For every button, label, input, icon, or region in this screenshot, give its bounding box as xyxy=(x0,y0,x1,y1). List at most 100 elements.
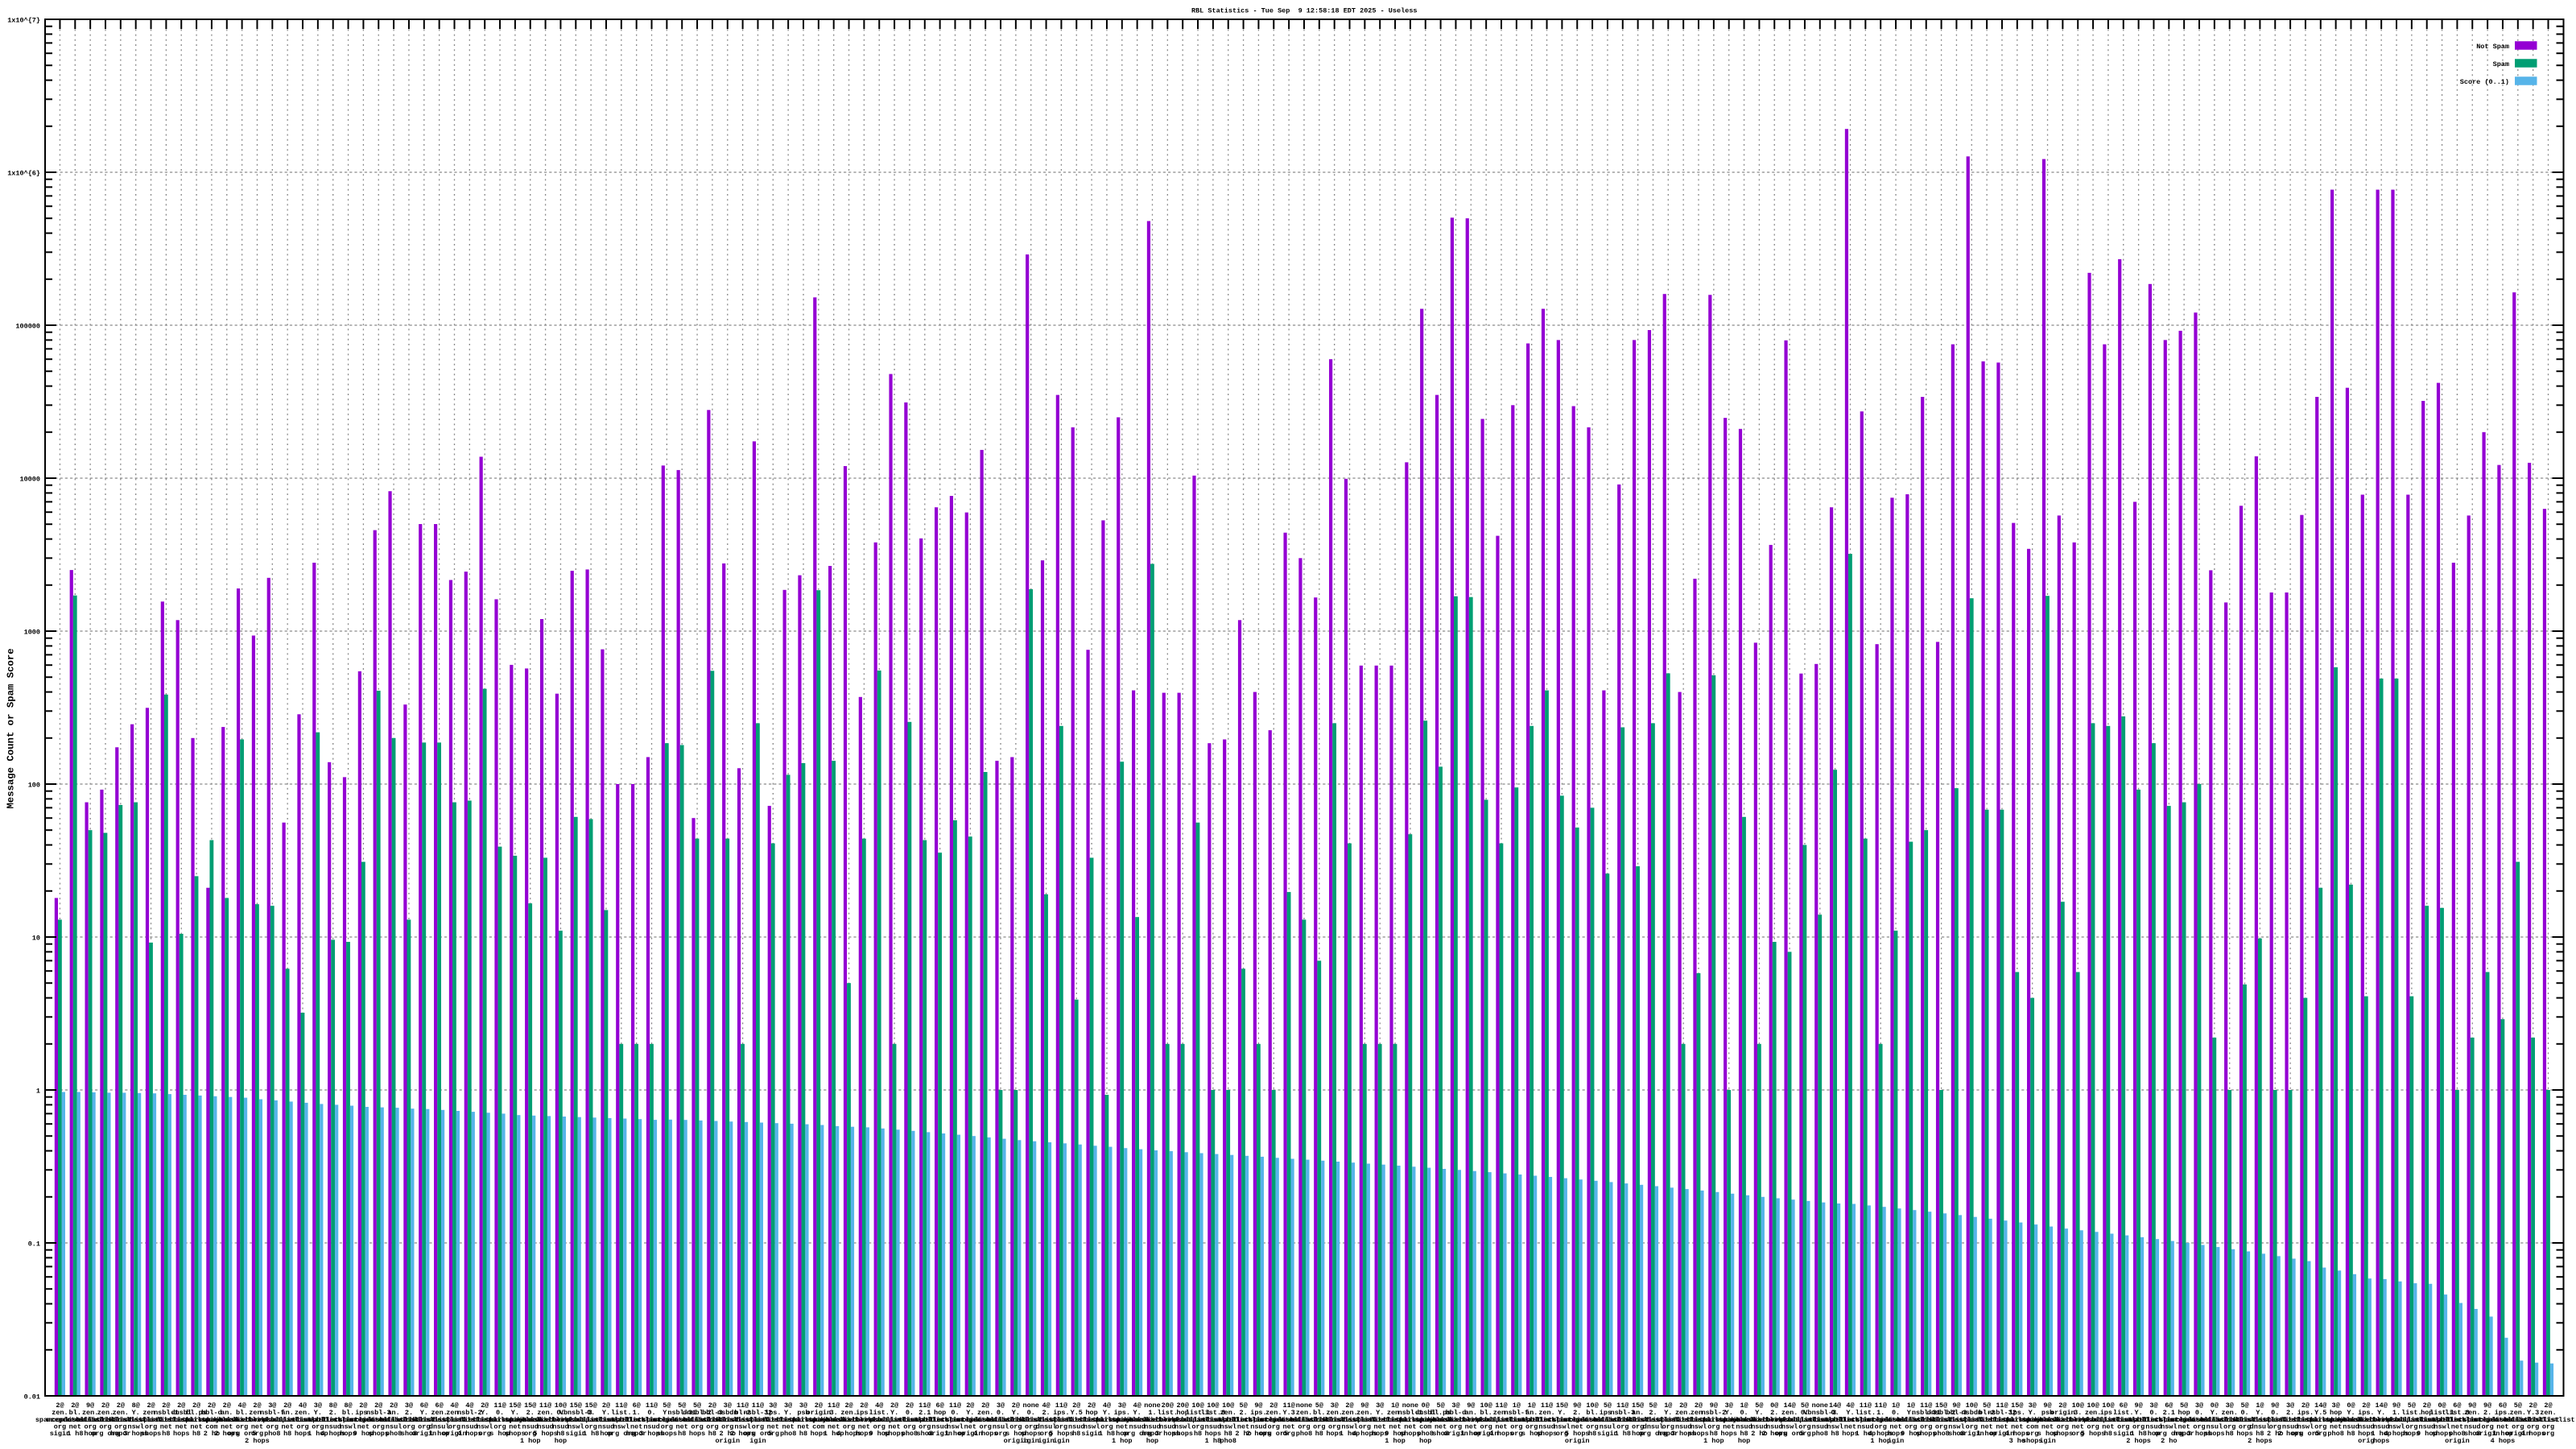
svg-text:3 hops: 3 hops xyxy=(1671,1430,1696,1438)
svg-text:abuseatlists: abuseatlists xyxy=(293,1416,342,1424)
svg-text:virbllistlist: virbllistlist xyxy=(1611,1416,1664,1424)
svg-text:org: org xyxy=(1359,1423,1371,1431)
svg-text:nsud: nsud xyxy=(2145,1423,2161,1431)
svg-text:zen.: zen. xyxy=(97,1409,114,1417)
svg-text:pho8: pho8 xyxy=(1933,1430,1949,1438)
svg-text:3@: 3@ xyxy=(2149,1402,2157,1410)
svg-text:11@: 11@ xyxy=(615,1402,627,1410)
svg-text:14@: 14@ xyxy=(2314,1402,2326,1410)
svg-text:karmahostlist: karmahostlist xyxy=(109,1416,163,1424)
svg-text:Y.: Y. xyxy=(2347,1409,2355,1417)
svg-text:blocklistlist: blocklistlist xyxy=(2142,1416,2195,1424)
svg-text:2 ho: 2 ho xyxy=(1751,1430,1767,1438)
svg-text:s hop: s hop xyxy=(1005,1430,1026,1438)
svg-text:ips.: ips. xyxy=(1114,1409,1130,1417)
svg-text:0.: 0. xyxy=(1831,1409,1839,1417)
svg-text:net: net xyxy=(509,1423,521,1431)
svg-text:1 h8: 1 h8 xyxy=(2130,1430,2146,1438)
svg-text:origin: origin xyxy=(442,1430,467,1438)
svg-text:2.: 2. xyxy=(2286,1409,2294,1417)
svg-text:hop: hop xyxy=(1738,1437,1750,1445)
svg-text:org: org xyxy=(1268,1423,1280,1431)
svg-text:net: net xyxy=(69,1423,81,1431)
svg-text:nswl: nswl xyxy=(1341,1423,1357,1431)
svg-text:1 hop: 1 hop xyxy=(1976,1430,1997,1438)
svg-text:bl.: bl. xyxy=(69,1409,81,1417)
svg-text:1 hop: 1 hop xyxy=(1703,1437,1724,1445)
svg-text:net: net xyxy=(1404,1423,1416,1431)
svg-text:listlistlist: listlistlist xyxy=(1947,1416,1996,1424)
svg-text:2.1: 2.1 xyxy=(919,1409,931,1417)
svg-text:Y.: Y. xyxy=(2029,1409,2037,1417)
svg-text:nsul: nsul xyxy=(993,1423,1009,1431)
svg-text:2@: 2@ xyxy=(1269,1402,1278,1410)
svg-text:pho8: pho8 xyxy=(386,1430,402,1438)
svg-text:1 hop: 1 hop xyxy=(1340,1430,1360,1438)
svg-text:uceprotectlist: uceprotectlist xyxy=(956,1416,1013,1424)
svg-text:org: org xyxy=(1510,1430,1522,1438)
svg-text:hop: hop xyxy=(600,1430,612,1438)
svg-text:s hop: s hop xyxy=(2037,1430,2058,1438)
svg-text:karmahostlist: karmahostlist xyxy=(2233,1416,2286,1424)
svg-text:15@: 15@ xyxy=(1935,1402,1947,1410)
svg-text:sorbslistlist: sorbslistlist xyxy=(2506,1416,2559,1424)
svg-text:uceprotectlist: uceprotectlist xyxy=(1867,1416,1924,1424)
svg-text:shops: shops xyxy=(1172,1430,1193,1438)
svg-text:sho8: sho8 xyxy=(401,1430,417,1438)
svg-text:dnsbl-2: dnsbl-2 xyxy=(1927,1409,1956,1417)
svg-text:spamcoplists: spamcoplists xyxy=(1249,1416,1298,1424)
svg-text:list.: list. xyxy=(611,1409,632,1417)
svg-text:Y.: Y. xyxy=(1846,1409,1854,1417)
svg-text:listbooklist: listbooklist xyxy=(233,1416,282,1424)
svg-text:org: org xyxy=(1040,1430,1052,1438)
svg-text:ips.: ips. xyxy=(355,1409,371,1417)
svg-text:nswl: nswl xyxy=(2161,1423,2177,1431)
svg-text:ips.: ips. xyxy=(2358,1409,2374,1417)
svg-text:hostkarmahost: hostkarmahost xyxy=(1687,1416,1740,1424)
svg-text:zen.: zen. xyxy=(1493,1409,1509,1417)
svg-text:org: org xyxy=(312,1423,324,1431)
svg-text:barracudalist: barracudalist xyxy=(246,1416,299,1424)
svg-text:2@: 2@ xyxy=(223,1402,231,1410)
svg-text:3@: 3@ xyxy=(268,1402,276,1410)
svg-text:11@: 11@ xyxy=(1920,1402,1932,1410)
svg-text:2@: 2@ xyxy=(147,1402,155,1410)
svg-text:igin: igin xyxy=(1053,1437,1069,1445)
svg-text:ips.: ips. xyxy=(1600,1409,1616,1417)
svg-text:100000: 100000 xyxy=(15,323,40,331)
svg-text:listlisplist: listlisplist xyxy=(2281,1416,2330,1424)
svg-text:net: net xyxy=(828,1423,840,1431)
svg-text:org: org xyxy=(99,1423,111,1431)
svg-text:hops: hops xyxy=(173,1430,189,1438)
svg-text:Y.: Y. xyxy=(314,1409,322,1417)
svg-text:listlisplist: listlisplist xyxy=(764,1416,813,1424)
svg-text:net: net xyxy=(1996,1423,2008,1431)
svg-text:2@: 2@ xyxy=(1072,1402,1080,1410)
svg-text:15@: 15@ xyxy=(524,1402,536,1410)
svg-text:sigin: sigin xyxy=(566,1430,587,1438)
svg-text:spamlistlist: spamlistlist xyxy=(278,1416,327,1424)
svg-text:20@: 20@ xyxy=(1162,1402,1174,1410)
svg-text:virbllistlist: virbllistlist xyxy=(398,1416,451,1424)
svg-text:2@: 2@ xyxy=(2301,1402,2310,1410)
svg-text:10@: 10@ xyxy=(1207,1402,1219,1410)
svg-text:listbooklist: listbooklist xyxy=(1447,1416,1496,1424)
svg-text:sho8: sho8 xyxy=(2464,1430,2480,1438)
svg-text:2@: 2@ xyxy=(481,1402,489,1410)
svg-text:blocklistlist: blocklistlist xyxy=(1535,1416,1588,1424)
svg-text:spamhauslist: spamhauslist xyxy=(809,1416,858,1424)
svg-text:6@: 6@ xyxy=(633,1402,641,1410)
svg-text:3@: 3@ xyxy=(1118,1402,1126,1410)
svg-text:5 hops: 5 hops xyxy=(1049,1430,1074,1438)
svg-text:5@: 5@ xyxy=(2408,1402,2416,1410)
svg-text:2@: 2@ xyxy=(177,1402,185,1410)
svg-text:net: net xyxy=(767,1423,779,1431)
svg-text:zen.: zen. xyxy=(295,1409,311,1417)
svg-text:org: org xyxy=(843,1423,855,1431)
svg-text:3@: 3@ xyxy=(799,1402,807,1410)
svg-text:0.: 0. xyxy=(2149,1409,2157,1417)
svg-text:4@: 4@ xyxy=(238,1402,246,1410)
svg-text:net: net xyxy=(175,1423,188,1431)
svg-text:hops: hops xyxy=(2373,1437,2389,1445)
svg-text:origin: origin xyxy=(2505,1430,2530,1438)
